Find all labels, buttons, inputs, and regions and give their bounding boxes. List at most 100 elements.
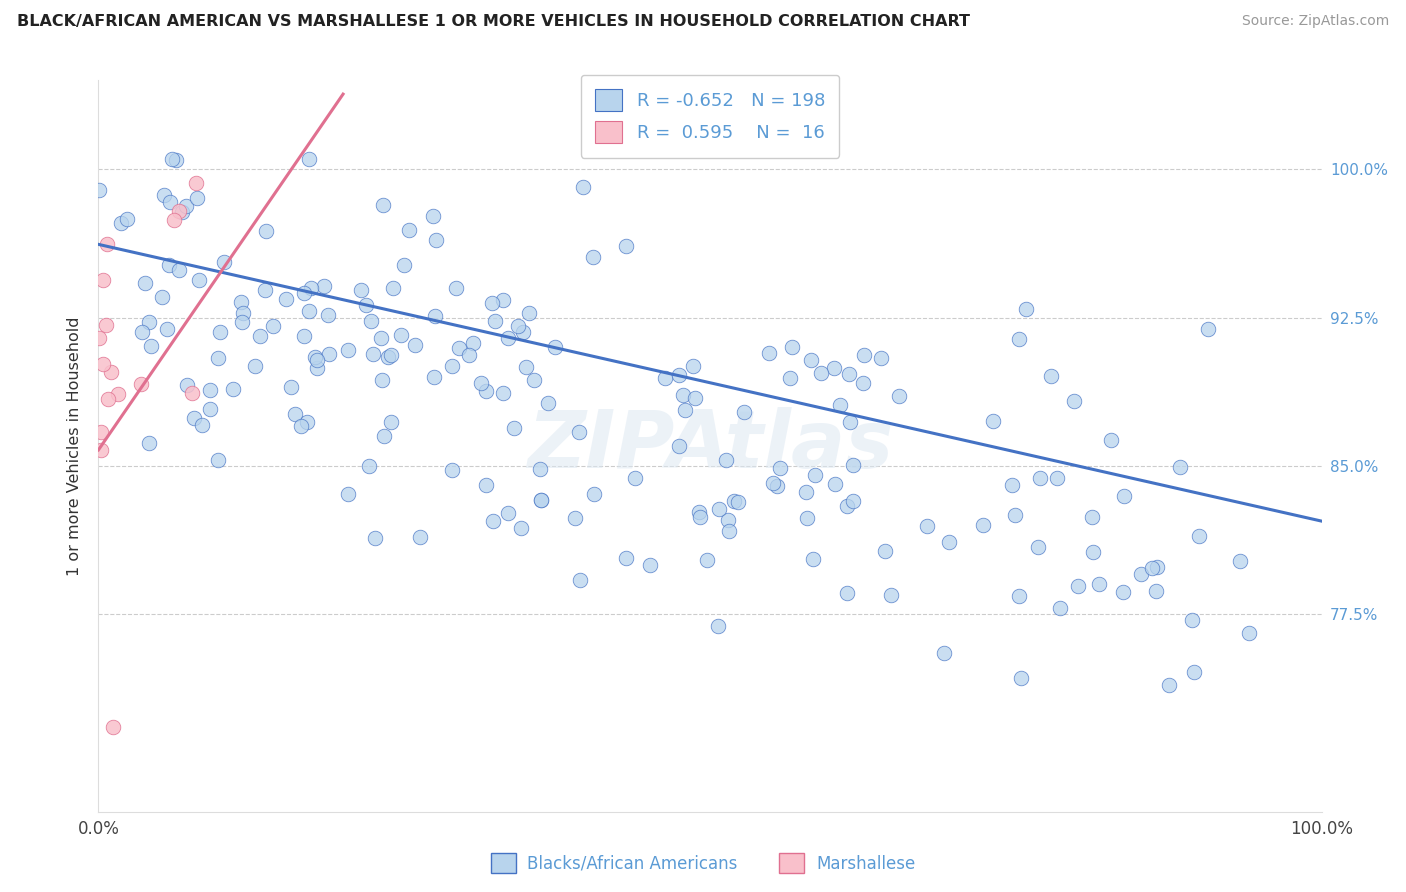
Point [1140,561,1163,575]
Point [422,209,444,223]
Point [794,485,817,500]
Point [1112,585,1135,599]
Point [138,435,160,450]
Point [404,337,426,351]
Point [837,499,859,513]
Point [761,475,783,490]
Point [496,506,519,520]
Point [529,462,551,476]
Point [564,511,586,525]
Point [1063,393,1085,408]
Point [361,347,384,361]
Point [801,551,824,566]
Point [870,351,893,366]
Point [723,494,745,508]
Point [159,195,181,210]
Point [714,452,737,467]
Point [512,325,534,339]
Point [295,415,318,429]
Point [94,318,117,333]
Point [583,486,606,500]
Point [284,407,307,421]
Point [316,309,339,323]
Point [1010,671,1032,685]
Point [1088,576,1111,591]
Point [1170,459,1192,474]
Point [176,377,198,392]
Point [150,290,173,304]
Point [841,458,863,472]
Text: ZIPAtlas: ZIPAtlas [527,407,893,485]
Point [184,176,207,190]
Point [447,341,470,355]
Point [689,509,711,524]
Point [707,502,730,516]
Point [475,478,498,492]
Point [1008,589,1031,603]
Point [398,222,420,236]
Point [688,505,710,519]
Point [243,359,266,373]
Point [852,348,875,362]
Point [444,281,467,295]
Point [174,199,197,213]
Point [107,387,129,401]
Point [517,306,540,320]
Point [769,460,792,475]
Point [1049,601,1071,615]
Point [1180,613,1202,627]
Point [470,376,492,390]
Point [389,327,412,342]
Point [90,425,112,439]
Point [165,153,187,167]
Point [1066,579,1088,593]
Point [163,213,186,227]
Point [624,471,647,485]
Point [131,325,153,339]
Point [1099,433,1122,447]
Point [804,467,827,482]
Point [1040,369,1063,384]
Point [87,182,110,196]
Point [198,383,221,397]
Point [231,315,253,329]
Point [337,486,360,500]
Point [463,335,485,350]
Point [290,419,312,434]
Point [492,385,515,400]
Point [934,646,956,660]
Point [758,346,780,360]
Point [180,385,202,400]
Point [838,367,860,381]
Point [157,258,180,272]
Point [134,276,156,290]
Point [292,286,315,301]
Point [423,309,446,323]
Y-axis label: 1 or more Vehicles in Household: 1 or more Vehicles in Household [67,317,83,575]
Point [983,414,1005,428]
Point [568,425,591,439]
Point [380,415,402,429]
Point [1008,332,1031,346]
Point [707,619,730,633]
Point [614,551,637,566]
Point [696,553,718,567]
Point [409,530,432,544]
Point [614,239,637,253]
Point [377,350,399,364]
Point [796,511,818,525]
Point [198,401,221,416]
Point [222,382,245,396]
Point [337,343,360,358]
Point [183,411,205,425]
Point [167,262,190,277]
Point [841,494,863,508]
Point [668,438,690,452]
Point [683,391,706,405]
Point [1146,560,1168,574]
Point [356,298,378,312]
Point [298,303,321,318]
Point [371,373,394,387]
Point [229,294,252,309]
Point [727,494,749,508]
